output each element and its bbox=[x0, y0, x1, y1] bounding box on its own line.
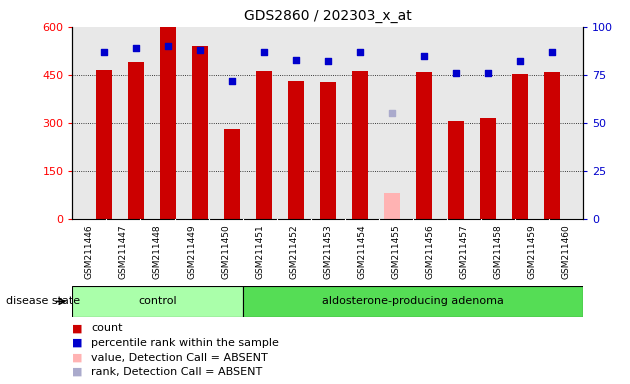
Text: GSM211454: GSM211454 bbox=[357, 224, 366, 278]
Bar bbox=[243, 286, 583, 317]
Bar bbox=[416, 72, 432, 219]
Bar bbox=[72, 286, 243, 317]
Text: ■: ■ bbox=[72, 323, 83, 333]
Point bbox=[227, 78, 237, 84]
Text: percentile rank within the sample: percentile rank within the sample bbox=[91, 338, 279, 348]
Text: rank, Detection Call = ABSENT: rank, Detection Call = ABSENT bbox=[91, 367, 263, 377]
Point bbox=[483, 70, 493, 76]
Point bbox=[99, 49, 109, 55]
Bar bbox=[159, 27, 176, 219]
Bar bbox=[352, 71, 367, 219]
Point bbox=[195, 47, 205, 53]
Text: GSM211450: GSM211450 bbox=[221, 224, 230, 279]
Point bbox=[323, 58, 333, 65]
Text: GSM211446: GSM211446 bbox=[85, 224, 94, 278]
Bar bbox=[384, 193, 399, 219]
Bar bbox=[319, 82, 336, 219]
Text: GSM211456: GSM211456 bbox=[425, 224, 434, 279]
Bar bbox=[96, 70, 112, 219]
Text: GSM211457: GSM211457 bbox=[459, 224, 468, 279]
Title: GDS2860 / 202303_x_at: GDS2860 / 202303_x_at bbox=[244, 9, 411, 23]
Point bbox=[130, 45, 140, 51]
Point bbox=[355, 49, 365, 55]
Text: control: control bbox=[138, 296, 177, 306]
Text: disease state: disease state bbox=[6, 296, 81, 306]
Text: GSM211451: GSM211451 bbox=[255, 224, 264, 279]
Point bbox=[163, 43, 173, 49]
Text: GSM211447: GSM211447 bbox=[119, 224, 128, 278]
Text: GSM211458: GSM211458 bbox=[493, 224, 502, 279]
Bar bbox=[447, 121, 464, 219]
Point bbox=[546, 49, 556, 55]
Point bbox=[387, 110, 397, 116]
Text: GSM211448: GSM211448 bbox=[153, 224, 162, 278]
Text: GSM211452: GSM211452 bbox=[289, 224, 298, 278]
Point bbox=[418, 53, 428, 59]
Text: ■: ■ bbox=[72, 353, 83, 362]
Bar bbox=[128, 62, 144, 219]
Text: GSM211453: GSM211453 bbox=[323, 224, 332, 279]
Bar bbox=[512, 74, 527, 219]
Text: GSM211449: GSM211449 bbox=[187, 224, 196, 278]
Bar bbox=[224, 129, 239, 219]
Bar bbox=[544, 72, 559, 219]
Text: GSM211459: GSM211459 bbox=[527, 224, 536, 279]
Point bbox=[290, 56, 301, 63]
Text: value, Detection Call = ABSENT: value, Detection Call = ABSENT bbox=[91, 353, 268, 362]
Bar bbox=[256, 71, 272, 219]
Text: aldosterone-producing adenoma: aldosterone-producing adenoma bbox=[322, 296, 503, 306]
Text: ■: ■ bbox=[72, 338, 83, 348]
Bar bbox=[288, 81, 304, 219]
Text: count: count bbox=[91, 323, 123, 333]
Point bbox=[515, 58, 525, 65]
Point bbox=[450, 70, 461, 76]
Text: GSM211455: GSM211455 bbox=[391, 224, 400, 279]
Text: ■: ■ bbox=[72, 367, 83, 377]
Bar bbox=[479, 118, 496, 219]
Point bbox=[258, 49, 268, 55]
Text: GSM211460: GSM211460 bbox=[561, 224, 570, 279]
Bar bbox=[192, 46, 208, 219]
